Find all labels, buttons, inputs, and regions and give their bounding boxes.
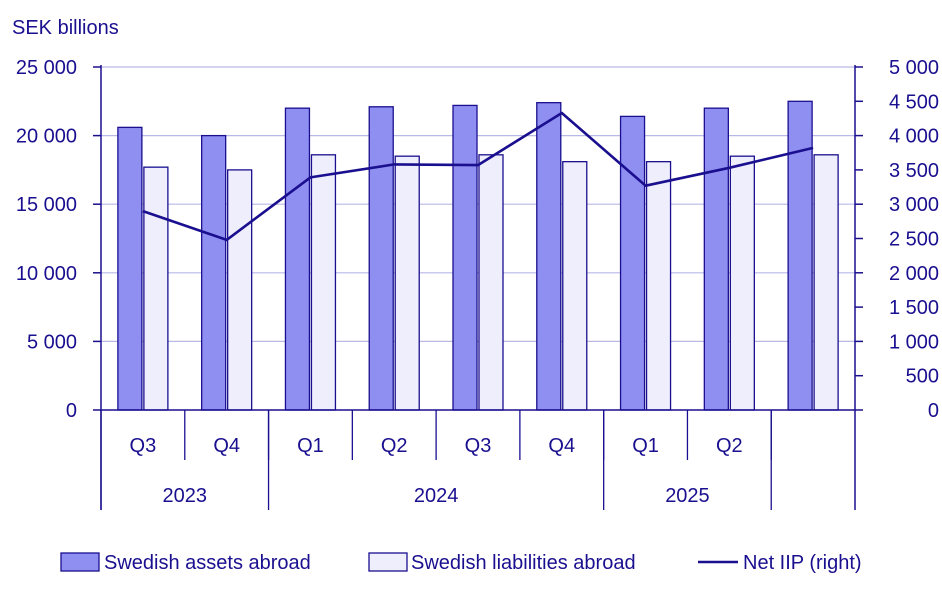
y-axis-label: SEK billions <box>12 17 119 39</box>
tick-labels: 0 5 000 10 000 15 000 20 000 25 000 0 500 1 000 1… <box>16 57 939 422</box>
year-label: 2025 <box>665 485 710 507</box>
x-axis: Q3 Q4 Q1 Q2 Q3 Q4 Q1 Q2 2023 2024 2025 <box>100 410 772 510</box>
right-tick-label: 0 <box>928 400 939 422</box>
right-tick-label: 1 500 <box>889 297 939 319</box>
right-tick-label: 2 500 <box>889 229 939 251</box>
bar-swedish-assets-abroad <box>368 106 394 411</box>
bar-swedish-assets-abroad <box>703 107 729 411</box>
bar-swedish-assets-abroad <box>284 107 311 411</box>
x-tick-label: Q3 <box>130 435 157 457</box>
x-tick-label: Q2 <box>381 435 408 457</box>
x-tick-label: Q1 <box>297 435 324 457</box>
legend-swatch-assets <box>60 552 100 572</box>
right-tick-label: 2 000 <box>889 263 939 285</box>
legend-label-assets: Swedish assets abroad <box>104 552 311 574</box>
bar-swedish-liabilities-abroad <box>813 154 839 411</box>
left-tick-label: 10 000 <box>16 263 77 285</box>
bars <box>117 100 839 411</box>
gridlines <box>101 66 855 342</box>
legend-label-liabilities: Swedish liabilities abroad <box>411 552 636 574</box>
legend: Swedish assets abroad Swedish liabilities… <box>60 552 862 574</box>
bar-swedish-liabilities-abroad <box>729 155 755 411</box>
bar-swedish-liabilities-abroad <box>562 161 588 411</box>
net-iip-line <box>142 111 814 242</box>
x-tick-label: Q3 <box>465 435 492 457</box>
x-tick-label: Q2 <box>716 435 743 457</box>
right-tick-label: 5 000 <box>889 57 939 79</box>
right-tick-label: 4 000 <box>889 126 939 148</box>
bar-swedish-liabilities-abroad <box>143 166 169 411</box>
bar-swedish-assets-abroad <box>619 115 646 411</box>
right-tick-label: 1 000 <box>889 331 939 353</box>
bar-swedish-assets-abroad <box>536 102 562 411</box>
right-tick-label: 3 000 <box>889 194 939 216</box>
bar-swedish-assets-abroad <box>201 134 227 411</box>
right-tick-label: 500 <box>906 366 939 388</box>
left-tick-label: 20 000 <box>16 126 77 148</box>
left-tick-label: 5 000 <box>27 331 77 353</box>
bar-swedish-liabilities-abroad <box>645 161 672 411</box>
right-tick-label: 3 500 <box>889 160 939 182</box>
bar-swedish-assets-abroad <box>117 126 143 411</box>
x-tick-label: Q4 <box>548 435 575 457</box>
left-tick-label: 0 <box>66 400 77 422</box>
year-label: 2023 <box>163 485 208 507</box>
bar-swedish-liabilities-abroad <box>227 169 253 411</box>
bar-swedish-assets-abroad <box>452 104 478 411</box>
left-tick-label: 15 000 <box>16 194 77 216</box>
bar-swedish-liabilities-abroad <box>310 154 337 411</box>
x-tick-label: Q4 <box>213 435 240 457</box>
bar-swedish-liabilities-abroad <box>478 154 504 411</box>
year-label: 2024 <box>414 485 459 507</box>
legend-label-net-iip: Net IIP (right) <box>743 552 862 574</box>
x-tick-label: Q1 <box>632 435 659 457</box>
bar-swedish-liabilities-abroad <box>394 155 420 411</box>
right-tick-label: 4 500 <box>889 91 939 113</box>
bar-swedish-assets-abroad <box>787 100 813 411</box>
legend-swatch-liabilities <box>368 552 408 572</box>
left-tick-label: 25 000 <box>16 57 77 79</box>
net-iip-line-group <box>142 111 814 242</box>
